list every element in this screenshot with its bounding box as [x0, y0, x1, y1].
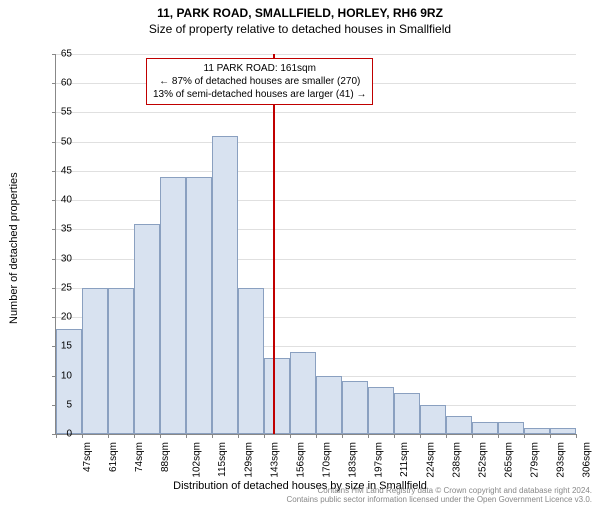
- xtick-mark: [212, 434, 213, 438]
- xtick-mark: [238, 434, 239, 438]
- gridline: [56, 200, 576, 201]
- histogram-bar: [498, 422, 524, 434]
- xtick-mark: [316, 434, 317, 438]
- xtick-mark: [550, 434, 551, 438]
- xtick-label: 156sqm: [296, 442, 307, 478]
- xtick-label: 306sqm: [582, 442, 593, 478]
- histogram-bar: [134, 224, 160, 434]
- histogram-bar: [238, 288, 264, 434]
- attribution-footer: Contains HM Land Registry data © Crown c…: [286, 486, 592, 505]
- property-marker-line: [273, 54, 275, 434]
- xtick-mark: [108, 434, 109, 438]
- histogram-bar: [472, 422, 498, 434]
- xtick-mark: [290, 434, 291, 438]
- histogram-bar: [420, 405, 446, 434]
- histogram-bar: [394, 393, 420, 434]
- xtick-mark: [446, 434, 447, 438]
- xtick-label: 211sqm: [399, 442, 410, 477]
- xtick-label: 238sqm: [452, 442, 463, 478]
- xtick-label: 183sqm: [348, 442, 359, 478]
- ytick-label: 30: [47, 253, 72, 264]
- xtick-label: 129sqm: [244, 442, 255, 478]
- xtick-mark: [82, 434, 83, 438]
- xtick-mark: [264, 434, 265, 438]
- ytick-label: 45: [47, 165, 72, 176]
- xtick-mark: [394, 434, 395, 438]
- ytick-label: 55: [47, 107, 72, 118]
- ytick-label: 35: [47, 224, 72, 235]
- chart-subtitle: Size of property relative to detached ho…: [0, 22, 600, 36]
- xtick-label: 252sqm: [478, 442, 489, 478]
- xtick-label: 293sqm: [556, 442, 567, 478]
- xtick-label: 61sqm: [108, 442, 119, 472]
- xtick-label: 88sqm: [160, 442, 171, 472]
- xtick-label: 115sqm: [217, 442, 228, 477]
- ytick-label: 60: [47, 78, 72, 89]
- gridline: [56, 54, 576, 55]
- xtick-mark: [498, 434, 499, 438]
- xtick-label: 170sqm: [322, 442, 333, 478]
- xtick-mark: [186, 434, 187, 438]
- info-box: 11 PARK ROAD: 161sqm← 87% of detached ho…: [146, 58, 373, 105]
- xtick-label: 143sqm: [270, 442, 281, 478]
- xtick-label: 224sqm: [426, 442, 437, 478]
- xtick-mark: [134, 434, 135, 438]
- histogram-bar: [446, 416, 472, 434]
- gridline: [56, 171, 576, 172]
- histogram-bar: [264, 358, 290, 434]
- xtick-label: 197sqm: [374, 442, 385, 478]
- gridline: [56, 142, 576, 143]
- xtick-mark: [576, 434, 577, 438]
- histogram-bar: [212, 136, 238, 434]
- xtick-mark: [342, 434, 343, 438]
- histogram-bar: [342, 381, 368, 434]
- ytick-label: 65: [47, 49, 72, 60]
- histogram-bar: [524, 428, 550, 434]
- ytick-label: 50: [47, 136, 72, 147]
- histogram-bar: [108, 288, 134, 434]
- footer-line1: Contains HM Land Registry data © Crown c…: [286, 486, 592, 496]
- y-axis-label: Number of detached properties: [8, 172, 20, 324]
- histogram-bar: [160, 177, 186, 434]
- histogram-bar: [186, 177, 212, 434]
- xtick-mark: [524, 434, 525, 438]
- histogram-bar: [368, 387, 394, 434]
- xtick-label: 279sqm: [530, 442, 541, 478]
- footer-line2: Contains public sector information licen…: [286, 495, 592, 505]
- ytick-label: 0: [47, 429, 72, 440]
- histogram-bar: [82, 288, 108, 434]
- xtick-label: 102sqm: [192, 442, 203, 478]
- xtick-label: 74sqm: [134, 442, 145, 472]
- info-line1: 11 PARK ROAD: 161sqm: [153, 62, 366, 75]
- plot-area: 11 PARK ROAD: 161sqm← 87% of detached ho…: [55, 54, 576, 435]
- ytick-label: 20: [47, 312, 72, 323]
- chart-title-address: 11, PARK ROAD, SMALLFIELD, HORLEY, RH6 9…: [0, 6, 600, 20]
- xtick-label: 265sqm: [504, 442, 515, 478]
- histogram-bar: [290, 352, 316, 434]
- xtick-mark: [420, 434, 421, 438]
- info-line3: 13% of semi-detached houses are larger (…: [153, 88, 366, 101]
- xtick-mark: [472, 434, 473, 438]
- ytick-label: 15: [47, 341, 72, 352]
- xtick-mark: [160, 434, 161, 438]
- ytick-label: 10: [47, 370, 72, 381]
- gridline: [56, 112, 576, 113]
- xtick-label: 47sqm: [82, 442, 93, 472]
- info-line2: ← 87% of detached houses are smaller (27…: [153, 75, 366, 88]
- histogram-bar: [316, 376, 342, 434]
- ytick-label: 5: [47, 399, 72, 410]
- ytick-label: 25: [47, 282, 72, 293]
- xtick-mark: [368, 434, 369, 438]
- histogram-bar: [550, 428, 576, 434]
- ytick-label: 40: [47, 195, 72, 206]
- chart-container: 11, PARK ROAD, SMALLFIELD, HORLEY, RH6 9…: [0, 6, 600, 506]
